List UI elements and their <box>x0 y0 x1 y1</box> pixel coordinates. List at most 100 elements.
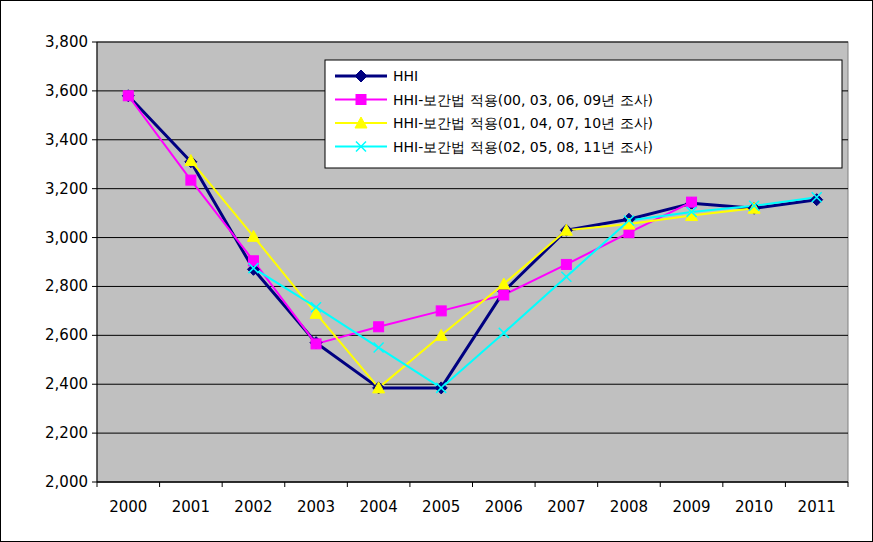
data-point <box>122 90 134 102</box>
series-line <box>253 197 816 388</box>
x-tick <box>848 482 849 487</box>
data-point <box>499 328 509 338</box>
y-tick <box>92 139 97 140</box>
y-tick-label: 2,800 <box>45 277 88 295</box>
x-tick <box>222 482 223 487</box>
data-point <box>561 272 571 282</box>
x-tick <box>722 482 723 487</box>
data-point <box>561 259 571 269</box>
data-point <box>560 224 572 236</box>
data-point <box>373 382 385 393</box>
x-tick-label: 2000 <box>109 498 147 516</box>
data-point <box>624 215 634 225</box>
x-tick-label: 2006 <box>485 498 523 516</box>
y-tick <box>92 335 97 336</box>
data-point <box>435 382 447 394</box>
data-point <box>123 91 133 101</box>
y-tick-label: 3,000 <box>45 229 88 247</box>
y-tick-label: 2,600 <box>45 326 88 344</box>
grid-line <box>97 188 848 189</box>
data-point <box>748 202 760 214</box>
y-tick-label: 2,000 <box>45 473 88 491</box>
x-tick <box>284 482 285 487</box>
x-tick <box>347 482 348 487</box>
data-point <box>374 343 384 353</box>
data-point <box>311 302 321 312</box>
y-tick-label: 2,400 <box>45 375 88 393</box>
grid-line <box>97 286 848 287</box>
series-line <box>191 161 754 388</box>
data-point <box>186 175 196 185</box>
data-point <box>498 278 510 289</box>
y-tick-label: 3,800 <box>45 33 88 51</box>
y-tick-label: 3,200 <box>45 180 88 198</box>
x-tick-label: 2009 <box>672 498 710 516</box>
data-point <box>248 263 258 273</box>
x-tick-label: 2007 <box>547 498 585 516</box>
data-point <box>310 307 322 318</box>
y-tick-label: 3,400 <box>45 131 88 149</box>
x-tick <box>535 482 536 487</box>
legend-label: HHI <box>393 68 418 84</box>
y-tick <box>92 42 97 43</box>
data-point <box>811 194 823 206</box>
y-tick <box>92 90 97 91</box>
legend-label: HHI-보간법 적용(01, 04, 07, 10년 조사) <box>393 115 653 131</box>
legend-marker <box>356 142 366 152</box>
x-tick-label: 2001 <box>172 498 210 516</box>
data-point <box>374 322 384 332</box>
x-tick-label: 2005 <box>422 498 460 516</box>
y-tick <box>92 286 97 287</box>
plot-area <box>97 42 848 482</box>
chart: 2,000 2,200 2,400 2,600 2,800 3,000 3,200 3,400… <box>0 0 873 542</box>
x-tick-label: 2010 <box>735 498 773 516</box>
data-point <box>436 306 446 316</box>
y-tick-label: 2,200 <box>45 424 88 442</box>
grid-line <box>97 237 848 238</box>
x-tick-label: 2008 <box>610 498 648 516</box>
data-point <box>499 290 509 300</box>
data-point <box>749 201 759 211</box>
grid-line <box>97 335 848 336</box>
data-point <box>247 230 259 241</box>
data-point <box>311 339 321 349</box>
data-point <box>748 202 760 213</box>
grid-line <box>97 433 848 434</box>
data-point <box>687 207 697 217</box>
legend: HHI HHI-보간법 적용(00, 03, 06, 09년 조사) HHI-보간법… <box>325 60 842 168</box>
x-tick-label: 2003 <box>297 498 335 516</box>
y-tick-label: 3,600 <box>45 82 88 100</box>
x-tick <box>785 482 786 487</box>
x-tick <box>597 482 598 487</box>
legend-marker <box>356 95 366 105</box>
x-tick-label: 2004 <box>360 498 398 516</box>
data-point <box>560 224 572 235</box>
data-point <box>310 337 322 349</box>
grid-line <box>97 42 848 43</box>
x-tick <box>660 482 661 487</box>
data-point <box>373 382 385 394</box>
x-tick-label: 2011 <box>798 498 836 516</box>
legend-box <box>325 60 842 168</box>
x-tick <box>409 482 410 487</box>
y-tick <box>92 237 97 238</box>
data-point <box>185 155 197 166</box>
x-tick-label: 2002 <box>234 498 272 516</box>
data-point <box>435 329 447 340</box>
grid-line <box>97 384 848 385</box>
y-tick <box>92 433 97 434</box>
y-tick <box>92 482 97 483</box>
y-tick <box>92 384 97 385</box>
y-tick <box>92 188 97 189</box>
data-point <box>687 197 697 207</box>
data-point <box>812 192 822 202</box>
legend-marker <box>355 70 367 82</box>
chart-frame <box>1 1 873 542</box>
legend-label: HHI-보간법 적용(02, 05, 08, 11년 조사) <box>393 139 653 155</box>
x-tick <box>159 482 160 487</box>
x-tick <box>472 482 473 487</box>
x-tick <box>97 482 98 487</box>
legend-label: HHI-보간법 적용(00, 03, 06, 09년 조사) <box>393 92 653 108</box>
y-axis <box>97 42 98 482</box>
data-point <box>436 383 446 393</box>
